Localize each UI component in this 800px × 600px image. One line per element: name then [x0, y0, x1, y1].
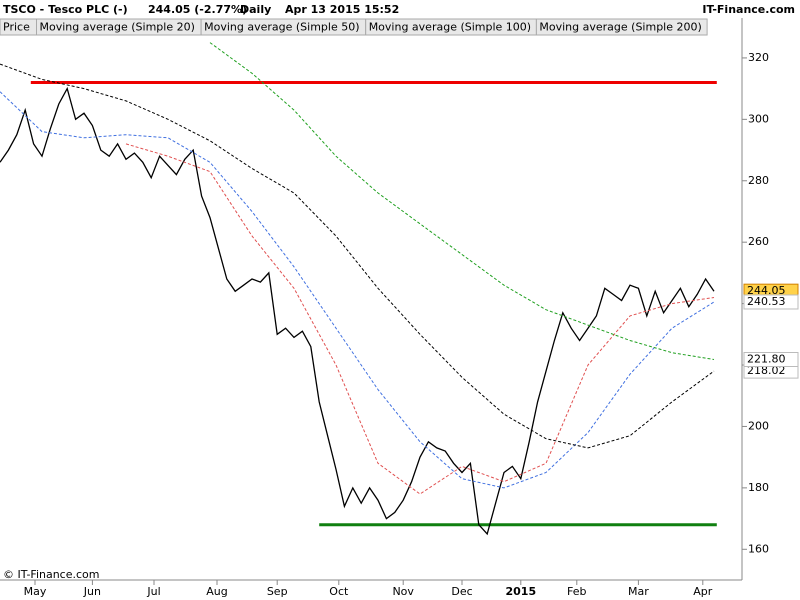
last-value-box: [743, 351, 799, 367]
y-tick-label: 280: [748, 174, 769, 187]
last-value-box: [743, 294, 799, 310]
x-tick-label: Nov: [392, 585, 414, 598]
moving-average-line: [209, 42, 715, 360]
legend-entry: Moving average (Simple 20): [40, 21, 195, 34]
last-value-label: 240.53: [747, 295, 786, 308]
x-tick-label: Sep: [267, 585, 288, 598]
x-tick-label: Mar: [628, 585, 649, 598]
plot: [0, 42, 717, 536]
y-tick-label: 320: [748, 51, 769, 64]
y-tick-label: 260: [748, 235, 769, 248]
price-line: [0, 86, 715, 536]
x-tick-label: Feb: [567, 585, 586, 598]
x-tick-label: Jul: [146, 585, 160, 598]
y-tick-label: 160: [748, 542, 769, 555]
legend-entry: Moving average (Simple 100): [369, 21, 531, 34]
legend-tab: [535, 18, 708, 36]
x-tick-label: Jun: [83, 585, 101, 598]
x-tick-label: Oct: [329, 585, 349, 598]
footer: © IT-Finance.com: [3, 568, 100, 581]
timestamp: Apr 13 2015 15:52: [285, 3, 399, 16]
y-tick-label: 300: [748, 112, 769, 125]
x-tick-label: Apr: [693, 585, 713, 598]
moving-average-line: [0, 91, 715, 489]
x-tick-label: Aug: [206, 585, 227, 598]
moving-average-line: [0, 63, 715, 449]
symbol: TSCO - Tesco PLC (-): [3, 3, 128, 16]
last-value-label: 244.05: [747, 284, 786, 297]
quote: 244.05 (-2.77%): [148, 3, 247, 16]
y-tick-label: 200: [748, 419, 769, 432]
header-bar: [0, 0, 800, 18]
legend-entry: Price: [3, 21, 30, 34]
x-tick-label: May: [24, 585, 47, 598]
legend-entry: Moving average (Simple 50): [204, 21, 359, 34]
y-tick-label: 180: [748, 481, 769, 494]
x-tick-label: 2015: [505, 585, 536, 598]
period: Daily: [240, 3, 271, 16]
last-value-label: 221.80: [747, 352, 786, 365]
brand: IT-Finance.com: [702, 3, 795, 16]
legend-entry: Moving average (Simple 200): [539, 21, 701, 34]
legend: Price Moving average (Simple 20) Moving av…: [0, 18, 708, 36]
last-value-label: 218.02: [747, 364, 786, 377]
x-tick-label: Dec: [451, 585, 472, 598]
